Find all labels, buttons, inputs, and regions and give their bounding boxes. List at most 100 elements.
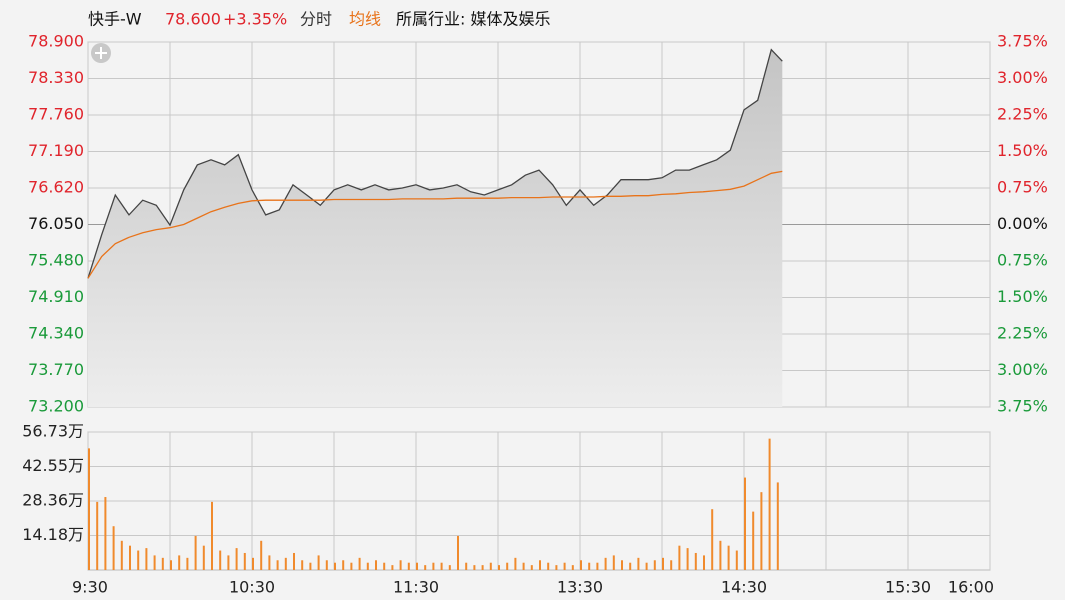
volume-bar [88, 448, 90, 570]
volume-bar [530, 565, 533, 570]
volume-bar [153, 555, 156, 570]
volume-bar [465, 562, 468, 570]
volume-bar [350, 562, 353, 570]
volume-bar [358, 557, 361, 570]
volume-bar [276, 560, 279, 570]
volume-bar [776, 482, 779, 570]
volume-bar [235, 548, 238, 570]
legend-entry: 均线 [349, 10, 381, 29]
volume-bar [178, 555, 181, 570]
volume-bar [293, 552, 295, 570]
add-button[interactable] [91, 43, 111, 63]
x-tick-label: 11:30 [393, 578, 439, 597]
volume-bar [211, 501, 213, 570]
volume-bar [719, 540, 722, 570]
volume-bar [391, 565, 394, 570]
volume-bar [161, 557, 164, 570]
volume-bar [120, 540, 123, 570]
volume-bar [407, 562, 410, 570]
volume-bar [145, 548, 148, 570]
volume-bar [325, 560, 328, 570]
volume-bar [703, 555, 705, 570]
volume-bar [112, 526, 115, 570]
y-tick-label: 14.18万 [22, 525, 84, 544]
volume-bar [489, 562, 492, 570]
price-label: 78.600 [165, 10, 221, 29]
volume-bar [686, 548, 689, 570]
volume-bar [768, 438, 771, 570]
volume-bar [219, 550, 222, 570]
volume-bar [243, 552, 246, 570]
y-tick-label: 76.050 [28, 214, 84, 233]
y-tick-label: 56.73万 [22, 422, 84, 441]
volume-bar [137, 550, 140, 570]
y-tick-label: 73.200 [28, 397, 84, 416]
volume-bar [662, 557, 664, 570]
volume-bar [375, 560, 377, 570]
y2-tick-label: 3.00% [997, 68, 1048, 87]
y-tick-label: 28.36万 [22, 491, 84, 510]
volume-bar [653, 560, 656, 570]
volume-bar [506, 562, 509, 570]
volume-bar [522, 562, 525, 570]
volume-bar [309, 562, 312, 570]
y2-tick-label: 1.50% [997, 141, 1048, 160]
x-tick-label: 13:30 [557, 578, 603, 597]
y-tick-label: 75.480 [28, 251, 84, 270]
volume-bar [555, 565, 558, 570]
price-line [87, 48, 783, 279]
volume-bar [473, 565, 476, 570]
price-area [88, 49, 783, 407]
y2-tick-label: 0.75% [997, 178, 1048, 197]
volume-bar [752, 511, 755, 570]
volume-bar [194, 535, 197, 570]
volume-bar [694, 552, 697, 570]
volume-bar [432, 562, 435, 570]
volume-bar [334, 562, 336, 570]
volume-bar [621, 560, 623, 570]
y-tick-label: 78.900 [28, 32, 84, 51]
volume-bar [547, 562, 550, 570]
y-tick-label: 77.760 [28, 105, 84, 124]
volume-bar [588, 562, 591, 570]
volume-bar [580, 560, 582, 570]
volume-bar [342, 560, 345, 570]
y-tick-label: 42.55万 [22, 456, 84, 475]
volume-bar [727, 545, 730, 570]
stock-name: 快手-W [88, 10, 142, 29]
volume-bar [629, 562, 632, 570]
volume-bar [670, 560, 673, 570]
volume-bar [260, 540, 263, 570]
volume-bar [252, 557, 254, 570]
y2-tick-label: 0.00% [997, 214, 1048, 233]
volume-bar [96, 501, 99, 570]
volume-bar [604, 557, 607, 570]
y-tick-label: 73.770 [28, 360, 84, 379]
x-tick-label: 10:30 [229, 578, 275, 597]
volume-bar [760, 492, 763, 570]
y2-tick-label: 2.25% [997, 105, 1048, 124]
volume-bar [129, 545, 131, 570]
y-tick-label: 76.620 [28, 178, 84, 197]
volume-bar [637, 557, 640, 570]
y2-tick-label: 0.75% [997, 251, 1048, 270]
volume-bar [481, 565, 484, 570]
volume-bar [399, 560, 402, 570]
volume-bar [227, 555, 230, 570]
volume-bar [383, 562, 386, 570]
volume-bar [268, 555, 271, 570]
y2-tick-label: 1.50% [997, 287, 1048, 306]
avg-line [87, 170, 783, 279]
volume-bar [440, 562, 443, 570]
volume-bar [539, 560, 541, 570]
volume-bar [301, 560, 304, 570]
y-tick-label: 74.340 [28, 324, 84, 343]
mode-label[interactable]: 分时 [300, 10, 332, 29]
volume-bar [645, 562, 648, 570]
volume-bar [366, 562, 369, 570]
x-tick-label: 15:30 [885, 578, 931, 597]
volume-bar [457, 535, 459, 570]
change-label: +3.35% [223, 10, 287, 29]
